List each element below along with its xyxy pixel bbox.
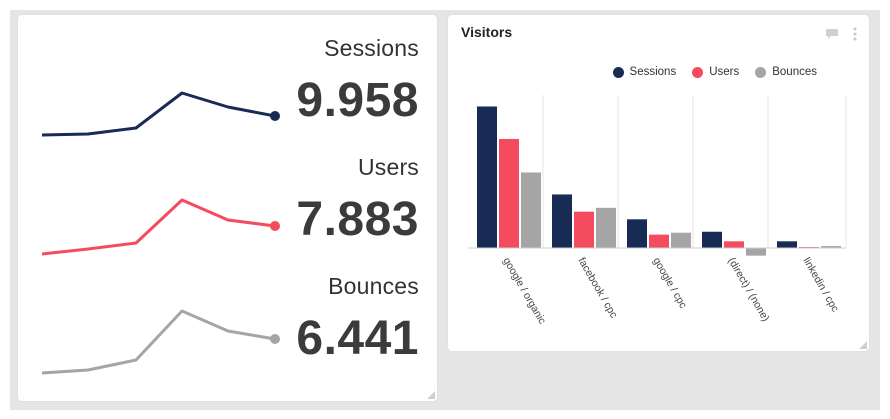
sparkline-bounces bbox=[41, 309, 276, 375]
x-tick-label: google / organic bbox=[500, 256, 548, 327]
sparkline-endpoint-sessions bbox=[270, 111, 280, 121]
sparkline-endpoint-users bbox=[270, 221, 280, 231]
sparkline-users bbox=[41, 198, 276, 256]
resize-handle-icon[interactable] bbox=[859, 341, 867, 349]
x-tick-label: (direct) / (none) bbox=[725, 256, 771, 324]
users-label: Users bbox=[357, 154, 419, 180]
bar-users bbox=[724, 241, 744, 248]
x-tick-label: linkedin / cpc bbox=[800, 256, 841, 315]
legend-item-users[interactable]: Users bbox=[692, 66, 739, 78]
kebab-menu-icon[interactable] bbox=[853, 27, 857, 41]
visitors-title: Visitors bbox=[461, 24, 513, 40]
bar-users bbox=[649, 234, 669, 248]
sparklines bbox=[41, 91, 280, 375]
bar-sessions bbox=[627, 219, 647, 248]
x-tick-label: facebook / cpc bbox=[575, 256, 619, 321]
sessions-label: Sessions bbox=[324, 35, 419, 61]
legend-item-sessions[interactable]: Sessions bbox=[612, 66, 677, 78]
visitors-bar-chart: google / organic facebook / cpc google / c… bbox=[468, 95, 847, 327]
sparkline-sessions bbox=[41, 91, 276, 137]
visitors-card: Visitors Sessions Users Bounces google / o… bbox=[448, 15, 869, 351]
legend-item-bounces[interactable]: Bounces bbox=[755, 66, 817, 78]
bar-bounces bbox=[671, 232, 691, 248]
legend-label: Bounces bbox=[772, 66, 817, 78]
sparkline-endpoint-bounces bbox=[270, 334, 280, 344]
resize-handle-icon[interactable] bbox=[427, 391, 435, 399]
users-value: 7.883 bbox=[296, 193, 419, 246]
bar-bounces bbox=[521, 172, 541, 248]
bar-users bbox=[499, 138, 519, 248]
bar-sessions bbox=[702, 231, 722, 248]
bounces-label: Bounces bbox=[328, 273, 419, 299]
bar-sessions bbox=[477, 106, 497, 248]
sessions-value: 9.958 bbox=[296, 74, 419, 127]
x-tick-label: google / cpc bbox=[650, 256, 689, 311]
bar-users bbox=[574, 211, 594, 248]
kpi-card: Sessions 9.958 Users 7.883 Bounces 6.441 bbox=[18, 15, 437, 401]
legend-swatch bbox=[612, 66, 624, 78]
bar-bounces bbox=[596, 207, 616, 248]
bar-sessions bbox=[777, 241, 797, 248]
bar-bounces bbox=[821, 246, 841, 248]
bar-sessions bbox=[552, 194, 572, 248]
legend-swatch bbox=[755, 66, 767, 78]
legend-label: Sessions bbox=[629, 66, 677, 78]
legend-label: Users bbox=[709, 66, 740, 78]
legend-swatch bbox=[692, 66, 704, 78]
bar-bounces bbox=[746, 248, 766, 256]
bounces-value: 6.441 bbox=[296, 312, 419, 365]
comment-icon[interactable] bbox=[825, 28, 839, 40]
chart-legend: Sessions Users Bounces bbox=[612, 66, 817, 78]
